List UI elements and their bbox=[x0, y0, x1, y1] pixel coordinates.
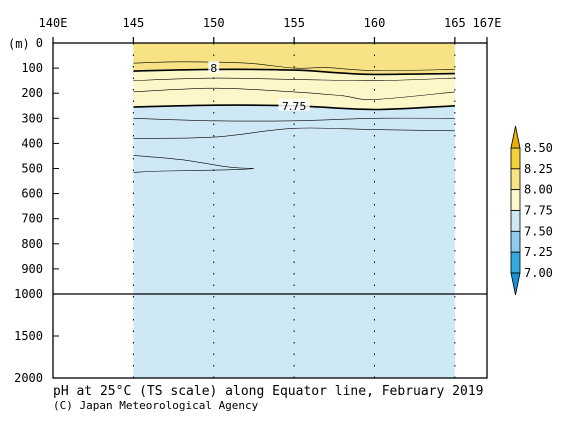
colorbar-legend: 8.50 8.25 8.00 7.75 7.50 7.25 7.00 bbox=[510, 125, 553, 296]
colorbar-top-arrow bbox=[510, 125, 521, 149]
contour-lines bbox=[133, 61, 455, 173]
y-tick-label: 1500 bbox=[14, 329, 43, 343]
contour-line-7.65 bbox=[133, 127, 455, 139]
x-tick-label: 167E bbox=[473, 16, 502, 30]
y-tick-label: 900 bbox=[21, 262, 43, 276]
colorbar-label: 7.25 bbox=[524, 245, 553, 259]
contour-line-8 bbox=[133, 68, 455, 76]
colorbar-label: 7.00 bbox=[524, 266, 553, 280]
plot-frame bbox=[52, 42, 488, 379]
colorbar-label: 8.00 bbox=[524, 183, 553, 197]
y-tick-label: 1000 bbox=[14, 287, 43, 301]
x-axis: 140E 145 150 155 160 165 167E bbox=[39, 16, 502, 43]
y-tick-label: 800 bbox=[21, 237, 43, 251]
y-axis-unit-label: (m) bbox=[8, 37, 30, 51]
y-tick-label: 500 bbox=[21, 162, 43, 176]
x-tick-label: 145 bbox=[123, 16, 145, 30]
contour-line-8.05 bbox=[133, 61, 455, 71]
copyright-credit: (C) Japan Meteorological Agency bbox=[53, 399, 259, 412]
y-tick-label: 100 bbox=[21, 61, 43, 75]
contour-label-7.75: 7.75 bbox=[282, 100, 307, 113]
contour-line-7.95 bbox=[133, 77, 455, 82]
x-tick-label: 150 bbox=[203, 16, 225, 30]
x-tick-label: 155 bbox=[283, 16, 305, 30]
colorbar-band bbox=[510, 210, 521, 232]
colorbar-label: 7.50 bbox=[524, 224, 553, 238]
y-tick-label: 400 bbox=[21, 136, 43, 150]
chart-title: pH at 25°C (TS scale) along Equator line… bbox=[53, 384, 483, 399]
colorbar-band bbox=[510, 251, 521, 274]
contour-label-bg bbox=[278, 98, 310, 111]
contour-label-8: 8 bbox=[210, 62, 217, 75]
contour-labels: 87.75 bbox=[208, 61, 310, 113]
colorbar-label: 8.25 bbox=[524, 162, 553, 176]
y-axis: 0 100 200 300 400 500 600 700 800 900 1000 1500 2000 bbox=[14, 36, 59, 385]
colorbar-band bbox=[510, 147, 521, 170]
y-tick-label: 300 bbox=[21, 111, 43, 125]
y-tick-label: 700 bbox=[21, 212, 43, 226]
y-tick-label: 2000 bbox=[14, 371, 43, 385]
filled-contour-regions bbox=[133, 43, 455, 378]
contour-line-7.7 bbox=[133, 117, 455, 122]
y-tick-label: 0 bbox=[36, 36, 43, 50]
contour-line-7.6 bbox=[133, 155, 255, 173]
contour-label-bg bbox=[208, 61, 220, 74]
x-tick-label: 160 bbox=[364, 16, 386, 30]
colorbar-label: 8.50 bbox=[524, 141, 553, 155]
colorbar-bottom-arrow bbox=[510, 272, 521, 296]
x-tick-label: 140E bbox=[39, 16, 68, 30]
colorbar-band bbox=[510, 189, 521, 211]
colorbar-band bbox=[510, 230, 521, 253]
y-tick-label: 200 bbox=[21, 86, 43, 100]
x-tick-label: 165 bbox=[444, 16, 466, 30]
colorbar-label: 7.75 bbox=[524, 204, 553, 218]
y-tick-label: 600 bbox=[21, 187, 43, 201]
contour-line-7.85 bbox=[133, 87, 455, 100]
colorbar-band bbox=[510, 168, 521, 191]
